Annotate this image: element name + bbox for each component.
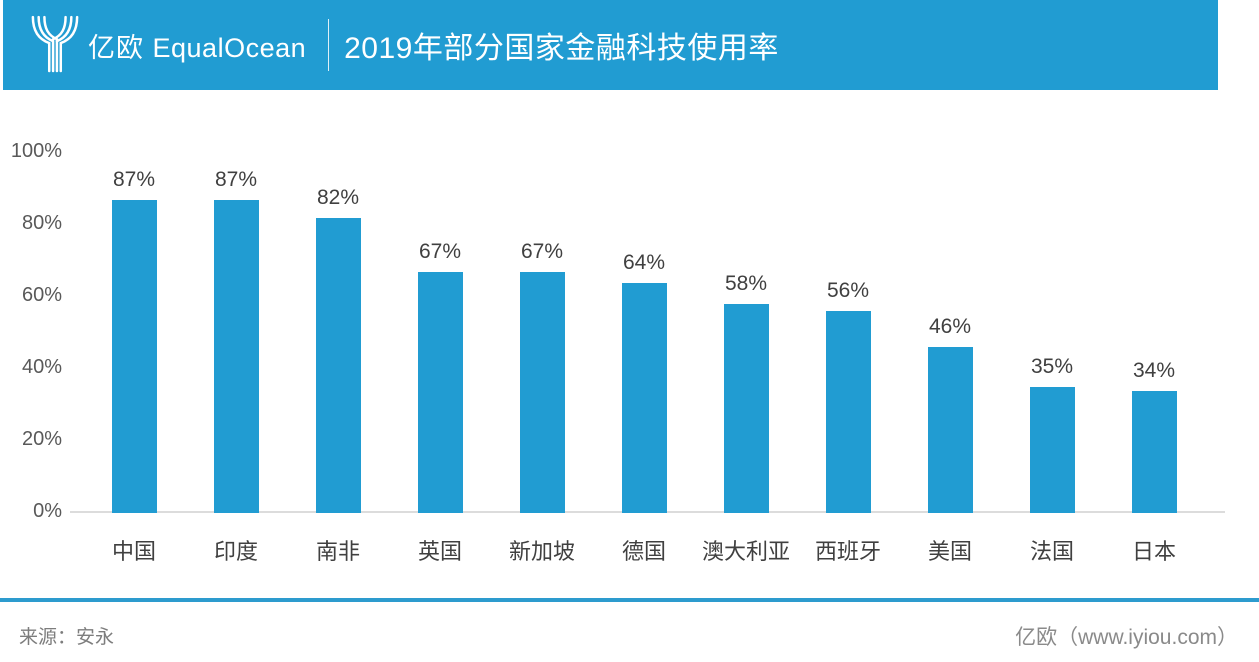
bar-group: 67% 英国 [389, 90, 491, 566]
bar-column: 64% [621, 90, 667, 513]
y-axis-tick-label: 100% [10, 140, 62, 162]
bar [723, 304, 769, 513]
bar [1029, 387, 1075, 513]
x-axis-label: 印度 [213, 539, 258, 564]
x-axis-label: 德国 [621, 539, 666, 564]
x-axis-label: 澳大利亚 [701, 539, 790, 564]
bar-value-label: 82% [316, 185, 360, 209]
bar [621, 282, 667, 513]
header-bar: 亿欧 EqualOcean 2019年部分国家金融科技使用率 [3, 0, 1218, 90]
bar-value-label: 56% [826, 279, 870, 303]
bar [1131, 390, 1177, 513]
bar-column: 46% [927, 90, 973, 513]
x-axis-label: 新加坡 [508, 539, 575, 564]
bar [315, 217, 361, 513]
bar [417, 271, 463, 513]
chart-title: 2019年部分国家金融科技使用率 [344, 32, 779, 65]
bar-chart: 100% 80% 60% 40% 20% 0% 87% 中国 87% 印度 82% 南非 67% 英国 6… [0, 90, 1259, 590]
bar-column: 34% [1131, 90, 1177, 513]
bar-value-label: 46% [928, 315, 972, 339]
footer-divider-line [0, 598, 1259, 602]
x-axis-label: 中国 [111, 539, 156, 564]
bar-group: 67% 新加坡 [491, 90, 593, 566]
x-axis-label: 西班牙 [814, 539, 881, 564]
bar-group: 82% 南非 [287, 90, 389, 566]
bar-group: 35% 法国 [1001, 90, 1103, 566]
y-axis-tick-label: 20% [21, 428, 62, 450]
bar-value-label: 87% [112, 167, 156, 191]
x-axis-label: 美国 [927, 539, 972, 564]
bar-group: 58% 澳大利亚 [695, 90, 797, 566]
bar-group: 46% 美国 [899, 90, 1001, 566]
brand-wordmark: 亿欧 EqualOcean [88, 26, 306, 65]
x-axis-label: 日本 [1131, 539, 1176, 564]
bar-value-label: 67% [418, 239, 462, 263]
bars-row: 87% 中国 87% 印度 82% 南非 67% 英国 67% 新加坡 64% 德国 58% 澳大利亚 56… [83, 90, 1205, 566]
bar-value-label: 34% [1132, 358, 1176, 382]
x-axis-label: 法国 [1029, 539, 1074, 564]
bar [825, 311, 871, 513]
equalocean-logo-icon [31, 15, 79, 73]
y-axis-tick-label: 0% [33, 500, 62, 522]
bar-column: 87% [213, 90, 259, 513]
bar-column: 35% [1029, 90, 1075, 513]
bar-value-label: 67% [520, 239, 564, 263]
bar-group: 87% 中国 [83, 90, 185, 566]
bar-column: 82% [315, 90, 361, 513]
bar [927, 347, 973, 513]
bar-column: 67% [417, 90, 463, 513]
header-divider [328, 19, 330, 71]
bar-group: 34% 日本 [1103, 90, 1205, 566]
bar-value-label: 35% [1030, 355, 1074, 378]
bar [111, 199, 157, 513]
bar-column: 67% [519, 90, 565, 513]
bar-group: 56% 西班牙 [797, 90, 899, 566]
credit-text: 亿欧（www.iyiou.com） [1015, 626, 1238, 649]
y-axis-tick-label: 60% [21, 284, 62, 306]
y-axis-tick-label: 40% [21, 356, 62, 378]
x-axis-label: 南非 [315, 539, 360, 564]
y-axis-tick-label: 80% [21, 212, 62, 234]
bar-value-label: 58% [724, 272, 768, 296]
brand-en: EqualOcean [152, 32, 307, 63]
bar-group: 87% 印度 [185, 90, 287, 566]
brand-cn: 亿欧 [88, 32, 144, 63]
source-text: 来源：安永 [19, 627, 115, 648]
bar-column: 58% [723, 90, 769, 513]
bar [519, 271, 565, 513]
bar-group: 64% 德国 [593, 90, 695, 566]
bar-column: 56% [825, 90, 871, 513]
bar-value-label: 64% [622, 250, 666, 274]
bar [213, 199, 259, 513]
x-axis-label: 英国 [417, 539, 462, 564]
bar-value-label: 87% [214, 167, 258, 191]
bar-column: 87% [111, 90, 157, 513]
